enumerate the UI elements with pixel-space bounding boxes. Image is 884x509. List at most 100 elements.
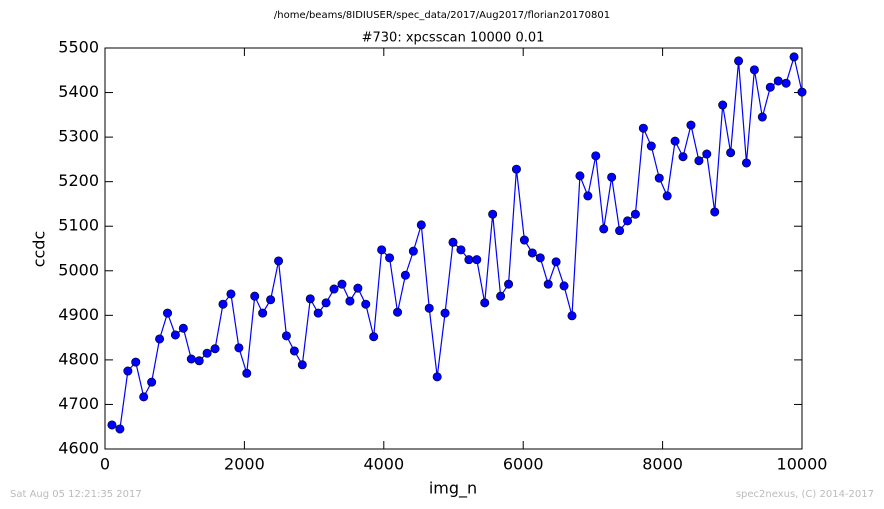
data-point [242, 368, 252, 378]
data-point [170, 330, 180, 340]
data-point [147, 377, 157, 387]
data-point [194, 356, 204, 366]
chart-title: #730: xpcsscan 10000 0.01 [362, 31, 545, 46]
data-point [710, 207, 720, 217]
data-point [440, 308, 450, 318]
data-point [734, 56, 744, 66]
data-point [139, 392, 149, 402]
data-point [202, 348, 212, 358]
data-point [599, 224, 609, 234]
data-point [646, 141, 656, 151]
data-point [186, 354, 196, 364]
data-point [583, 191, 593, 201]
y-tick-label: 5200 [58, 171, 99, 190]
data-point [781, 78, 791, 88]
data-point [464, 255, 474, 265]
data-point [519, 235, 529, 245]
data-point [543, 279, 553, 289]
data-point [773, 76, 783, 86]
data-point [630, 209, 640, 219]
y-tick-label: 5500 [58, 38, 99, 57]
data-point [567, 311, 577, 321]
data-point [281, 331, 291, 341]
data-point [345, 296, 355, 306]
data-point [305, 294, 315, 304]
y-tick-label: 5300 [58, 127, 99, 146]
x-tick-label: 10000 [777, 455, 828, 474]
data-point [615, 226, 625, 236]
data-point [313, 308, 323, 318]
data-point [353, 283, 363, 293]
data-point [559, 281, 569, 291]
y-tick-label: 4900 [58, 305, 99, 324]
data-point [797, 87, 807, 97]
data-line [111, 54, 803, 430]
data-point [385, 253, 395, 263]
footer-right: spec2nexus, (C) 2014-2017 [736, 489, 874, 500]
data-point [472, 255, 482, 265]
data-point [321, 298, 331, 308]
x-tick-label: 4000 [363, 455, 404, 474]
data-point [607, 172, 617, 182]
y-tick-label: 4600 [58, 439, 99, 458]
data-point [480, 298, 490, 308]
x-tick-label: 6000 [503, 455, 544, 474]
data-point [377, 245, 387, 255]
data-point [226, 289, 236, 299]
data-point [369, 332, 379, 342]
data-point [210, 344, 220, 354]
x-tick-label: 0 [100, 455, 110, 474]
x-tick-label: 8000 [642, 455, 683, 474]
data-point [638, 123, 648, 133]
data-point [575, 171, 585, 181]
data-point [726, 148, 736, 158]
y-tick-label: 5400 [58, 82, 99, 101]
data-point [123, 366, 133, 376]
y-tick-label: 4700 [58, 394, 99, 413]
data-point [718, 100, 728, 110]
x-axis-label: img_n [429, 479, 477, 499]
y-tick-label: 5000 [58, 260, 99, 279]
y-tick-label: 5100 [58, 216, 99, 235]
data-point [694, 156, 704, 166]
data-point [274, 256, 284, 266]
data-point [424, 303, 434, 313]
data-point [702, 149, 712, 159]
data-point [361, 299, 371, 309]
data-point [511, 164, 521, 174]
data-point [250, 291, 260, 301]
data-point [670, 136, 680, 146]
data-point [551, 257, 561, 267]
data-point [678, 152, 688, 162]
data-point [623, 216, 633, 226]
data-point [448, 237, 458, 247]
y-axis-label: ccdc [30, 231, 49, 268]
suptitle: /home/beams/8IDIUSER/spec_data/2017/Aug2… [274, 10, 610, 21]
plot-frame [104, 47, 803, 450]
data-point [757, 112, 767, 122]
data-point [408, 246, 418, 256]
data-point [789, 52, 799, 62]
footer-left: Sat Aug 05 12:21:35 2017 [10, 489, 142, 500]
data-point [400, 270, 410, 280]
data-point [258, 308, 268, 318]
data-point [155, 334, 165, 344]
data-point [115, 424, 125, 434]
data-point [488, 209, 498, 219]
data-point [337, 279, 347, 289]
data-point [662, 191, 672, 201]
data-point [686, 120, 696, 130]
data-point [535, 253, 545, 263]
data-point [234, 343, 244, 353]
data-point [131, 357, 141, 367]
data-point [527, 248, 537, 258]
data-point [741, 158, 751, 168]
data-point [504, 279, 514, 289]
data-point [749, 65, 759, 75]
data-point [496, 291, 506, 301]
data-point [432, 372, 442, 382]
data-point [297, 360, 307, 370]
data-point [591, 151, 601, 161]
data-point [163, 308, 173, 318]
